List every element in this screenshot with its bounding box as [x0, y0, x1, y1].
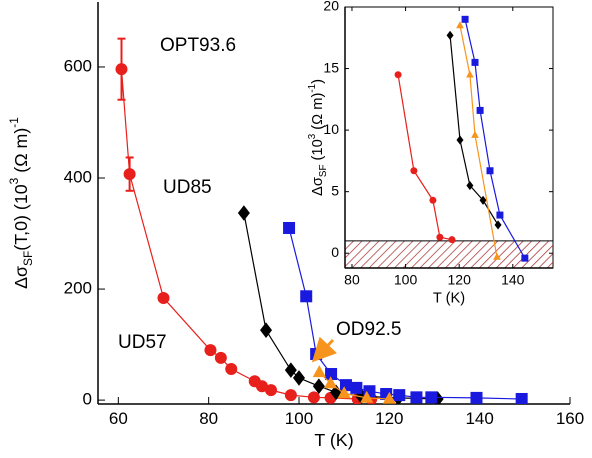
point	[157, 291, 170, 304]
point	[350, 381, 363, 394]
y-label-part: (T,0) (10	[11, 184, 31, 251]
y-label-part: SF	[318, 165, 329, 178]
point	[461, 15, 469, 23]
point	[436, 233, 444, 241]
point	[515, 393, 528, 404]
point	[307, 391, 320, 404]
y-label-part: )	[310, 79, 326, 84]
plot-area	[344, 6, 554, 269]
point	[360, 390, 374, 403]
x-tick-label: 100	[394, 271, 418, 287]
point	[476, 106, 484, 114]
point	[466, 70, 474, 78]
x-tick-label: 160	[556, 409, 584, 428]
series-layer	[394, 15, 529, 262]
point	[324, 376, 338, 389]
series-line	[464, 19, 526, 259]
point	[283, 221, 296, 234]
point	[260, 322, 273, 338]
point	[255, 380, 268, 393]
point	[410, 167, 418, 175]
shaded-region	[345, 240, 553, 268]
y-label-part: -1	[7, 117, 21, 128]
x-tick-label: 80	[344, 271, 360, 287]
y-label-part: (Ω m)	[11, 128, 31, 178]
point	[339, 379, 352, 392]
point	[115, 63, 128, 76]
x-tick-label: 140	[465, 409, 493, 428]
annotation-arrow	[311, 336, 338, 363]
y-label-part: -1	[307, 84, 318, 93]
point	[394, 71, 402, 79]
point	[448, 236, 456, 244]
x-tick-label: 120	[375, 409, 403, 428]
point	[486, 167, 494, 175]
point	[471, 130, 479, 138]
y-axis-label: ΔσSF(T,0) (103 (Ω m)-1	[7, 117, 35, 289]
y-tick-label: 200	[64, 279, 92, 298]
point	[479, 195, 487, 205]
y-tick-label: 400	[64, 167, 92, 186]
x-axis-label: T (K)	[314, 430, 353, 450]
y-label-part: (Ω m)	[310, 93, 326, 134]
point	[429, 196, 437, 204]
y-label-part: SF	[21, 251, 35, 266]
x-axis-label: T (K)	[433, 291, 465, 307]
point	[300, 290, 313, 303]
point	[410, 391, 423, 404]
x-tick-label: 120	[448, 271, 472, 287]
point	[446, 30, 454, 40]
point	[456, 135, 464, 145]
point	[284, 362, 297, 378]
point	[470, 391, 483, 404]
series-label: UD57	[118, 332, 167, 353]
series-label: UD85	[163, 177, 212, 198]
y-label-part: 3	[307, 133, 318, 139]
y-label-part: Δσ	[310, 177, 326, 196]
point	[466, 180, 474, 191]
y-label-part: (10	[310, 139, 326, 164]
x-tick-label: 80	[199, 409, 218, 428]
y-tick-label: 10	[323, 121, 339, 137]
point	[494, 220, 502, 230]
y-tick-label: 20	[323, 0, 339, 14]
point	[496, 211, 504, 219]
point	[214, 351, 227, 364]
point	[456, 21, 464, 29]
point	[382, 391, 396, 404]
point	[312, 378, 325, 395]
point	[292, 370, 305, 386]
y-tick-label: 15	[323, 59, 339, 75]
y-tick-label: 5	[331, 182, 339, 198]
x-tick-label: 140	[501, 271, 525, 287]
y-axis-label: ΔσSF (103 (Ω m)-1)	[307, 79, 329, 196]
point	[264, 384, 277, 397]
point	[225, 363, 238, 376]
series-layer	[115, 37, 528, 404]
y-label-part: 3	[7, 177, 21, 184]
y-label-part: Δσ	[11, 266, 31, 289]
point	[237, 205, 250, 221]
point	[521, 254, 529, 262]
series-line	[459, 25, 498, 258]
x-tick-label: 100	[285, 409, 313, 428]
y-tick-label: 600	[64, 56, 92, 75]
point	[493, 252, 501, 260]
point	[471, 58, 479, 66]
point	[123, 168, 136, 181]
point	[312, 365, 326, 378]
point	[337, 386, 351, 399]
series-label: OPT93.6	[160, 35, 236, 56]
point	[204, 344, 217, 357]
point	[393, 389, 406, 402]
point	[325, 368, 338, 381]
series-label: OD92.5	[336, 319, 401, 340]
point	[284, 389, 297, 402]
x-tick-label: 60	[109, 409, 128, 428]
y-tick-label: 0	[331, 244, 339, 260]
point	[425, 391, 438, 404]
y-tick-label: 0	[83, 390, 92, 409]
